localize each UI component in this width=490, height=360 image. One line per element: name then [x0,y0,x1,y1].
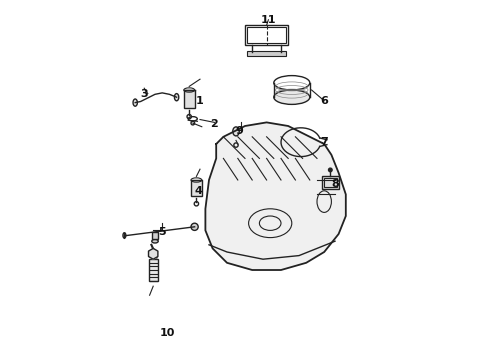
Text: 6: 6 [320,96,328,106]
Bar [152,232,158,239]
Text: 2: 2 [211,119,218,129]
Text: 8: 8 [331,179,339,189]
Ellipse shape [274,90,310,104]
Ellipse shape [133,99,137,106]
Text: 4: 4 [194,186,202,196]
Ellipse shape [233,127,239,136]
Text: 7: 7 [320,137,328,147]
Polygon shape [148,248,158,259]
Bar [247,27,286,43]
Ellipse shape [152,239,158,243]
Circle shape [328,168,332,172]
Bar [247,51,286,56]
Bar [322,176,339,189]
Text: 10: 10 [160,328,175,338]
Text: 9: 9 [236,126,244,136]
Text: 5: 5 [158,227,166,237]
Text: 1: 1 [196,96,204,106]
Bar [191,180,202,196]
Ellipse shape [174,94,179,101]
Polygon shape [205,122,346,270]
Circle shape [191,223,198,230]
Bar [245,25,288,45]
Text: 3: 3 [141,89,148,99]
Bar [324,178,337,187]
Bar [184,90,195,108]
Ellipse shape [123,233,126,238]
Bar [149,259,157,281]
Text: 11: 11 [261,15,276,25]
